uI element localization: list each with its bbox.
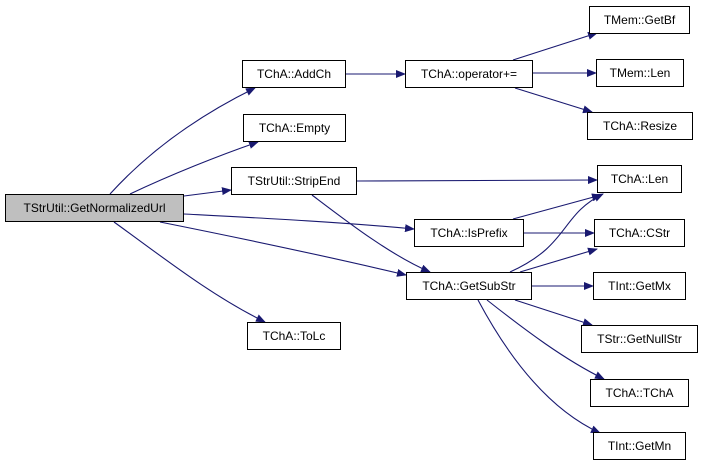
- edge-root-tolc: [113, 221, 266, 323]
- edge-getsubstr-tcha: [486, 299, 605, 380]
- node-resize[interactable]: TChA::Resize: [587, 112, 693, 140]
- edge-root-stripend: [183, 187, 232, 197]
- node-operator-plus-eq[interactable]: TChA::operator+=: [405, 60, 533, 88]
- edge-stripend-chalen: [356, 176, 598, 185]
- node-mem-getbf[interactable]: TMem::GetBf: [589, 6, 690, 34]
- edge-opplus-resize: [514, 87, 593, 114]
- edge-isprefix-chalen: [512, 193, 602, 220]
- edge-getsubstr-getnullstr: [514, 299, 593, 327]
- node-get-normalized-url[interactable]: TStrUtil::GetNormalizedUrl: [5, 194, 184, 222]
- edge-getsubstr-chalen: [509, 193, 604, 273]
- node-tcha-ctor[interactable]: TChA::TChA: [590, 379, 689, 407]
- node-cha-len[interactable]: TChA::Len: [597, 165, 682, 193]
- edge-getsubstr-cstr: [519, 247, 598, 273]
- edge-root-getsubstr: [159, 221, 407, 277]
- edge-root-empty: [129, 141, 259, 195]
- node-tolc[interactable]: TChA::ToLc: [247, 322, 341, 350]
- node-empty[interactable]: TChA::Empty: [243, 114, 346, 142]
- edge-root-addch: [109, 87, 256, 195]
- node-getmn[interactable]: TInt::GetMn: [593, 432, 686, 460]
- node-isprefix[interactable]: TChA::IsPrefix: [414, 219, 524, 247]
- node-getmx[interactable]: TInt::GetMx: [593, 272, 686, 300]
- edge-stripend-getsubstr: [311, 194, 431, 273]
- node-mem-len[interactable]: TMem::Len: [596, 59, 684, 87]
- edge-getsubstr-getmn: [477, 299, 601, 434]
- node-getsubstr[interactable]: TChA::GetSubStr: [406, 272, 532, 300]
- edge-opplus-getbf: [512, 31, 598, 61]
- node-getnullstr[interactable]: TStr::GetNullStr: [581, 325, 698, 353]
- node-stripend[interactable]: TStrUtil::StripEnd: [231, 167, 357, 195]
- edge-root-isprefix: [183, 213, 415, 233]
- node-addch[interactable]: TChA::AddCh: [242, 60, 346, 88]
- node-cstr[interactable]: TChA::CStr: [594, 219, 685, 247]
